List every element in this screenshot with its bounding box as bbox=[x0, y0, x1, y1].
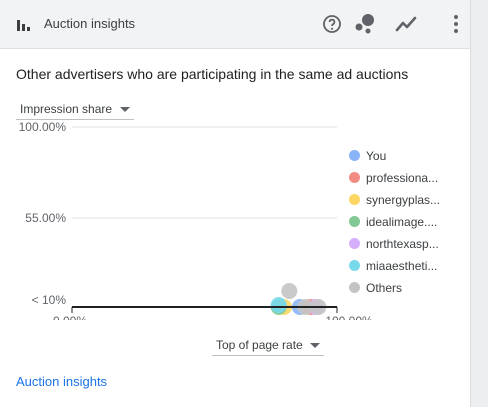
auction-insights-link[interactable]: Auction insights bbox=[16, 374, 108, 389]
legend-label: synergyplas... bbox=[366, 193, 441, 207]
scatter-point[interactable] bbox=[281, 283, 298, 299]
legend-swatch bbox=[349, 172, 360, 183]
bubble-chart-icon[interactable] bbox=[353, 12, 377, 36]
legend-label: Others bbox=[366, 281, 403, 295]
y-tick-label: < 10% bbox=[32, 293, 67, 307]
more-vert-icon[interactable] bbox=[444, 12, 468, 36]
line-chart-icon[interactable] bbox=[395, 12, 419, 36]
y-tick-label: 55.00% bbox=[25, 211, 66, 225]
x-metric-label: Top of page rate bbox=[216, 338, 303, 352]
help-icon[interactable] bbox=[320, 12, 344, 36]
x-metric-select[interactable]: Top of page rate bbox=[212, 336, 324, 356]
legend-swatch bbox=[349, 194, 360, 205]
bar-chart-icon bbox=[17, 20, 30, 31]
legend-swatch bbox=[349, 150, 360, 161]
chart-subtitle: Other advertisers who are participating … bbox=[16, 66, 409, 82]
y-metric-select[interactable]: Impression share bbox=[16, 100, 134, 120]
legend-label: idealimage.... bbox=[366, 215, 438, 229]
x-tick-label: 0.00% bbox=[53, 314, 87, 320]
card-header: Auction insights bbox=[0, 0, 470, 49]
data-points bbox=[270, 283, 327, 315]
legend-label: miaaestheti... bbox=[366, 259, 438, 273]
gridlines bbox=[72, 126, 337, 219]
scatter-point[interactable] bbox=[270, 297, 287, 313]
legend-swatch bbox=[349, 260, 360, 271]
scatter-chart: 100.00% 55.00% < 10% 0.00% 100.00% bbox=[19, 120, 373, 320]
card-title: Auction insights bbox=[44, 16, 136, 31]
legend-swatch bbox=[349, 282, 360, 293]
axis-ticks: 100.00% 55.00% < 10% 0.00% 100.00% bbox=[19, 120, 373, 320]
auction-insights-card: Auction insights Other advertisers who a… bbox=[0, 0, 471, 407]
x-tick-label: 100.00% bbox=[325, 314, 373, 320]
legend-swatch bbox=[349, 238, 360, 249]
legend-label: You bbox=[366, 149, 387, 163]
y-tick-label: 100.00% bbox=[19, 120, 67, 134]
dropdown-caret-icon bbox=[120, 107, 130, 112]
dropdown-caret-icon bbox=[310, 343, 320, 348]
legend-label: professiona... bbox=[366, 171, 439, 185]
y-metric-label: Impression share bbox=[20, 102, 113, 116]
legend-swatch bbox=[349, 216, 360, 227]
legend-label: northtexasp... bbox=[366, 237, 439, 251]
